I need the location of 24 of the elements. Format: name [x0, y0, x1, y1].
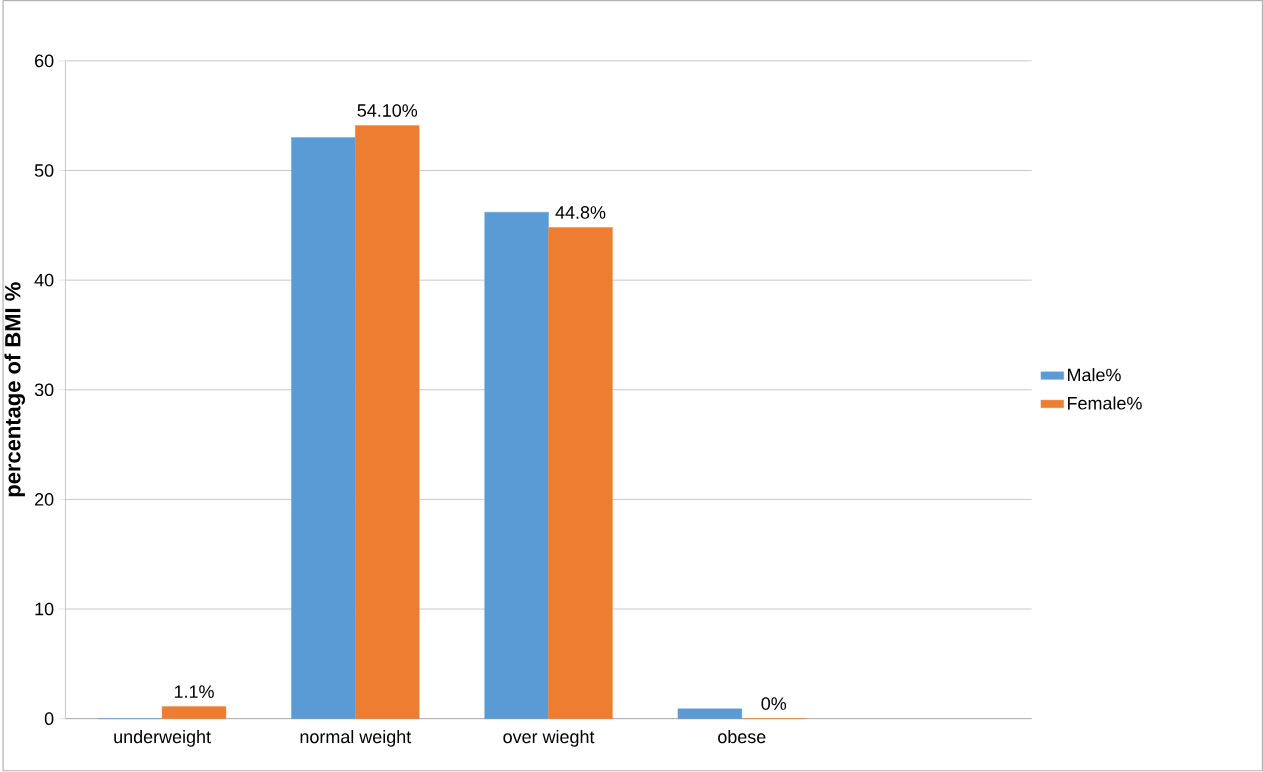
y-tick-label: 40: [34, 274, 54, 287]
y-tick-label: 10: [35, 602, 54, 616]
bar: [291, 137, 356, 720]
y-tick-label: 50: [34, 164, 54, 178]
legend-label: Male%: [1068, 368, 1121, 382]
y-tick-label: 0: [44, 712, 54, 726]
x-tick-label: normal weight: [300, 730, 412, 747]
x-tick-label: underweight: [114, 730, 211, 747]
data-label: 0%: [761, 697, 787, 711]
bar: [548, 227, 613, 720]
legend-label: Female%: [1068, 396, 1142, 410]
y-axis-title: percentage of BMI %: [4, 282, 25, 497]
y-tick-label: 30: [34, 383, 54, 397]
bar: [355, 125, 420, 720]
bar: [161, 706, 227, 720]
y-tick-label: 20: [35, 493, 54, 506]
bar: [484, 212, 549, 720]
data-label: 44.8%: [555, 206, 606, 220]
bar: [677, 708, 742, 720]
x-tick-label: over wieght: [503, 730, 595, 747]
x-tick-label: obese: [718, 730, 766, 744]
y-tick-label: 60: [35, 54, 54, 68]
data-label: 1.1%: [174, 685, 214, 699]
data-label: 54.10%: [357, 104, 418, 118]
